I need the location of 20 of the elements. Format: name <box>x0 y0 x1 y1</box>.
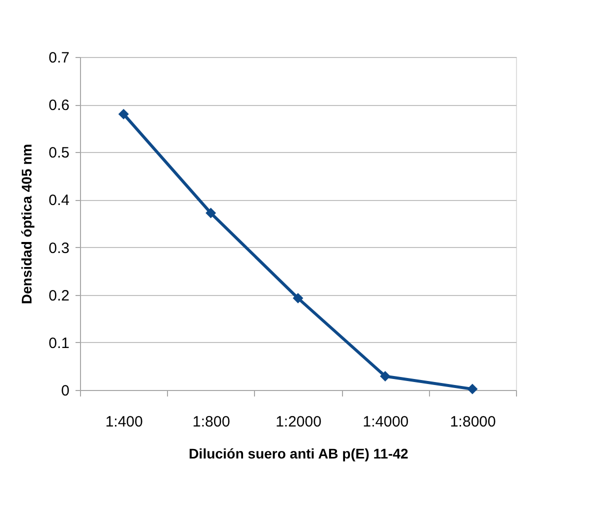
y-tick-label: 0 <box>61 382 70 400</box>
point <box>467 384 478 394</box>
y-tick-label: 0.3 <box>48 240 70 257</box>
y-tick-label: 0.1 <box>48 334 70 352</box>
x-tick-label: 1:400 <box>105 414 143 430</box>
point <box>206 208 216 218</box>
y-tick-label: 0.4 <box>48 192 70 210</box>
x-tick-label: 1:4000 <box>362 414 409 430</box>
x-tick-label: 1:800 <box>192 414 230 430</box>
x-tick-label: 1:8000 <box>450 414 496 430</box>
point <box>292 292 304 304</box>
y-tick-label: 0.7 <box>48 50 70 66</box>
y-tick-label: 0.6 <box>48 97 70 114</box>
point <box>380 370 390 382</box>
y-tick-label: 0.2 <box>48 287 70 304</box>
y-tick-label: 0.5 <box>48 144 70 162</box>
y-axis-title: Densidad óptica 405 nm <box>18 144 35 304</box>
x-tick-label: 1:2000 <box>276 414 322 430</box>
point <box>118 108 129 120</box>
x-axis-title: Dilución suero anti AB p(E) 11-42 <box>188 446 409 462</box>
